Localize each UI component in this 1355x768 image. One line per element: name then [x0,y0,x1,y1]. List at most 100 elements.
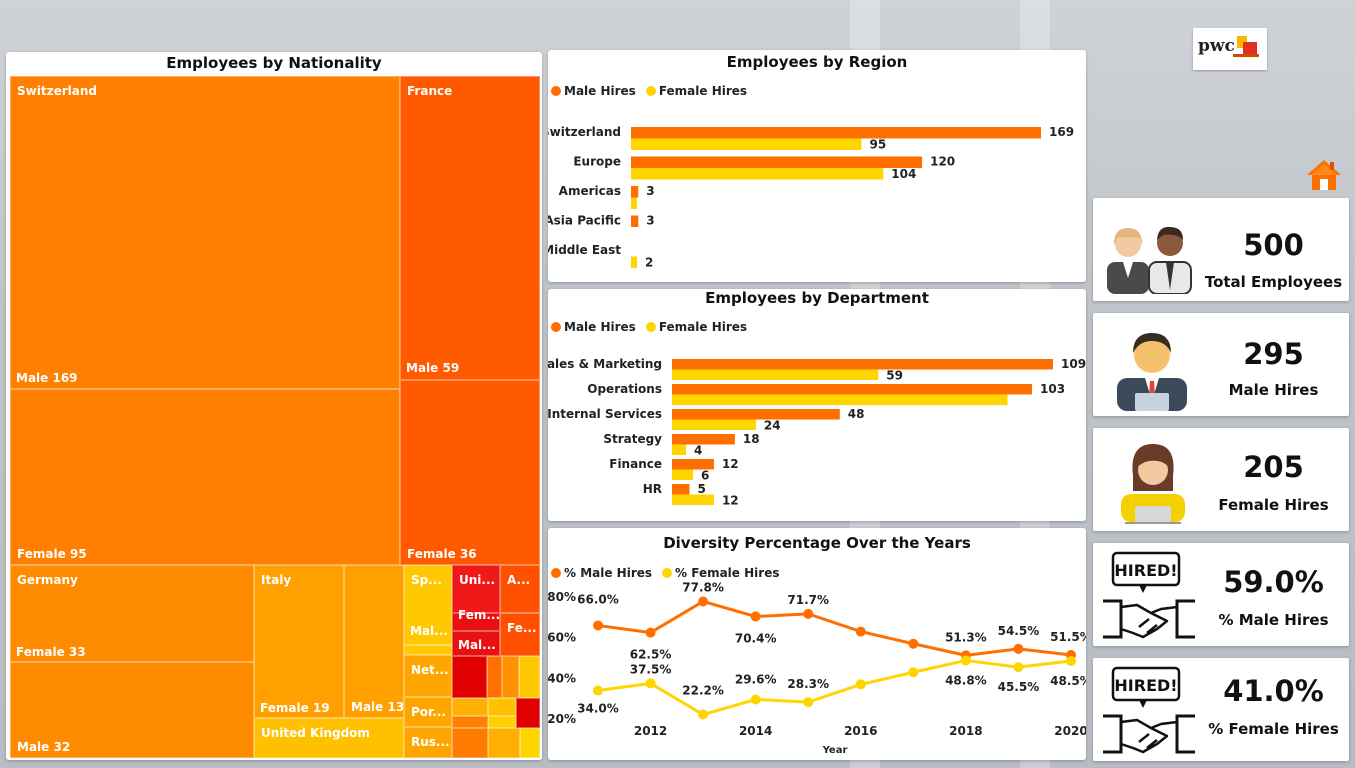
treemap-cell[interactable]: Female 36 [400,380,540,565]
treemap-cell[interactable] [488,728,520,758]
treemap-cell[interactable] [452,728,488,758]
kpi-pct-male-label: % Male Hires [1218,611,1329,629]
male-bar[interactable] [631,186,639,198]
treemap-label: Mal... [458,638,496,652]
category-label: Strategy [603,432,662,446]
treemap-cell[interactable] [452,631,500,656]
female-bar[interactable] [672,494,714,506]
treemap-cell[interactable]: Italy [254,565,344,718]
data-point[interactable] [593,685,603,696]
female-bar[interactable] [672,419,756,431]
x-tick-label: 2012 [634,724,667,738]
category-label: Asia Pacific [548,214,621,228]
male-bar[interactable] [672,409,840,420]
male-pct-line[interactable] [597,599,1072,657]
treemap-cell[interactable] [452,698,488,716]
data-point[interactable] [698,709,709,720]
data-point[interactable] [908,667,919,678]
male-bar[interactable] [631,156,923,169]
treemap-cell[interactable]: Uni... [452,565,500,613]
x-axis-label: Year [822,745,848,756]
kpi-female-hires: 205 Female Hires [1093,428,1349,531]
female-bar[interactable] [672,444,686,456]
data-point[interactable] [908,638,919,649]
treemap-cell[interactable] [520,728,540,758]
kpi-total-label: Total Employees [1204,273,1343,291]
treemap-cell[interactable]: Rus... [404,727,452,758]
data-point[interactable] [750,611,761,622]
treemap-cell[interactable] [452,613,500,631]
male-bar[interactable] [672,434,735,445]
legend-female[interactable]: Female Hires [645,320,747,334]
legend-male[interactable]: Male Hires [551,84,636,98]
treemap-cell[interactable]: Female 95 [10,389,400,565]
treemap-cell[interactable]: Net... [404,655,452,697]
y-tick-label: 60% [548,631,576,645]
data-point[interactable] [803,697,814,708]
male-value-label: 120 [930,155,955,169]
treemap-cell[interactable]: France [400,76,540,380]
treemap-cell[interactable] [488,716,516,728]
male-employee-icon [1117,333,1187,411]
male-bar[interactable] [672,484,690,495]
data-label: 28.3% [787,677,829,691]
female-bar[interactable] [631,197,637,210]
data-point[interactable] [960,655,971,666]
treemap-cell[interactable] [487,656,502,698]
treemap-cell[interactable]: Fe... [500,613,540,656]
data-point[interactable] [855,679,866,690]
treemap-cell[interactable]: Male 32 [10,662,254,758]
home-icon[interactable] [1305,158,1343,192]
data-point[interactable] [1066,656,1076,667]
female-value-label: 95 [869,138,886,152]
department-title: Employees by Department [705,289,929,307]
treemap-cell[interactable] [488,698,516,716]
data-point[interactable] [698,596,709,607]
category-label: Operations [587,382,662,396]
treemap-label: Female 33 [16,645,86,659]
treemap-label: Fem... [458,608,501,622]
treemap-cell[interactable] [516,698,540,728]
female-pct-line[interactable] [597,658,1072,717]
treemap-cell[interactable]: A... [500,565,540,613]
male-bar[interactable] [672,459,714,470]
data-point[interactable] [645,627,656,638]
treemap-cell[interactable] [452,716,488,728]
data-point[interactable] [1013,643,1024,654]
data-point[interactable] [855,626,866,637]
treemap-cell[interactable] [404,645,452,655]
data-point[interactable] [750,694,761,705]
legend-male-pct-label: % Male Hires [564,566,653,580]
female-bar[interactable] [672,369,879,381]
female-bar[interactable] [631,138,862,151]
male-dot-icon [551,322,561,332]
male-bar[interactable] [672,359,1053,370]
male-bar[interactable] [631,215,639,228]
female-bar[interactable] [631,168,884,180]
data-point[interactable] [803,608,814,619]
treemap-cell[interactable] [502,656,519,698]
female-bar[interactable] [631,256,637,269]
treemap-cell[interactable] [452,656,487,698]
data-point[interactable] [593,620,603,631]
legend-female-pct[interactable]: % Female Hires [662,566,779,580]
male-dot-icon [551,86,561,96]
treemap-cell[interactable]: United Kingdom [254,718,404,758]
female-bar[interactable] [672,469,693,481]
legend-female[interactable]: Female Hires [645,84,747,98]
treemap-label: A... [507,573,531,587]
data-label: 22.2% [682,684,724,698]
data-point[interactable] [1013,662,1024,673]
male-bar[interactable] [672,384,1033,395]
legend-male-pct[interactable]: % Male Hires [551,566,652,580]
legend-male[interactable]: Male Hires [551,320,636,334]
treemap-cell[interactable] [519,656,540,698]
treemap-cell[interactable]: Germany [10,565,254,662]
treemap-cell[interactable]: Switzerland [10,76,400,389]
data-point[interactable] [645,678,656,689]
treemap-cell[interactable]: Male 13 [344,565,404,718]
male-bar[interactable] [631,127,1041,139]
treemap-cell[interactable]: Por... [404,697,452,727]
treemap-cell[interactable]: Sp... [404,565,452,645]
female-bar[interactable] [672,394,1008,406]
